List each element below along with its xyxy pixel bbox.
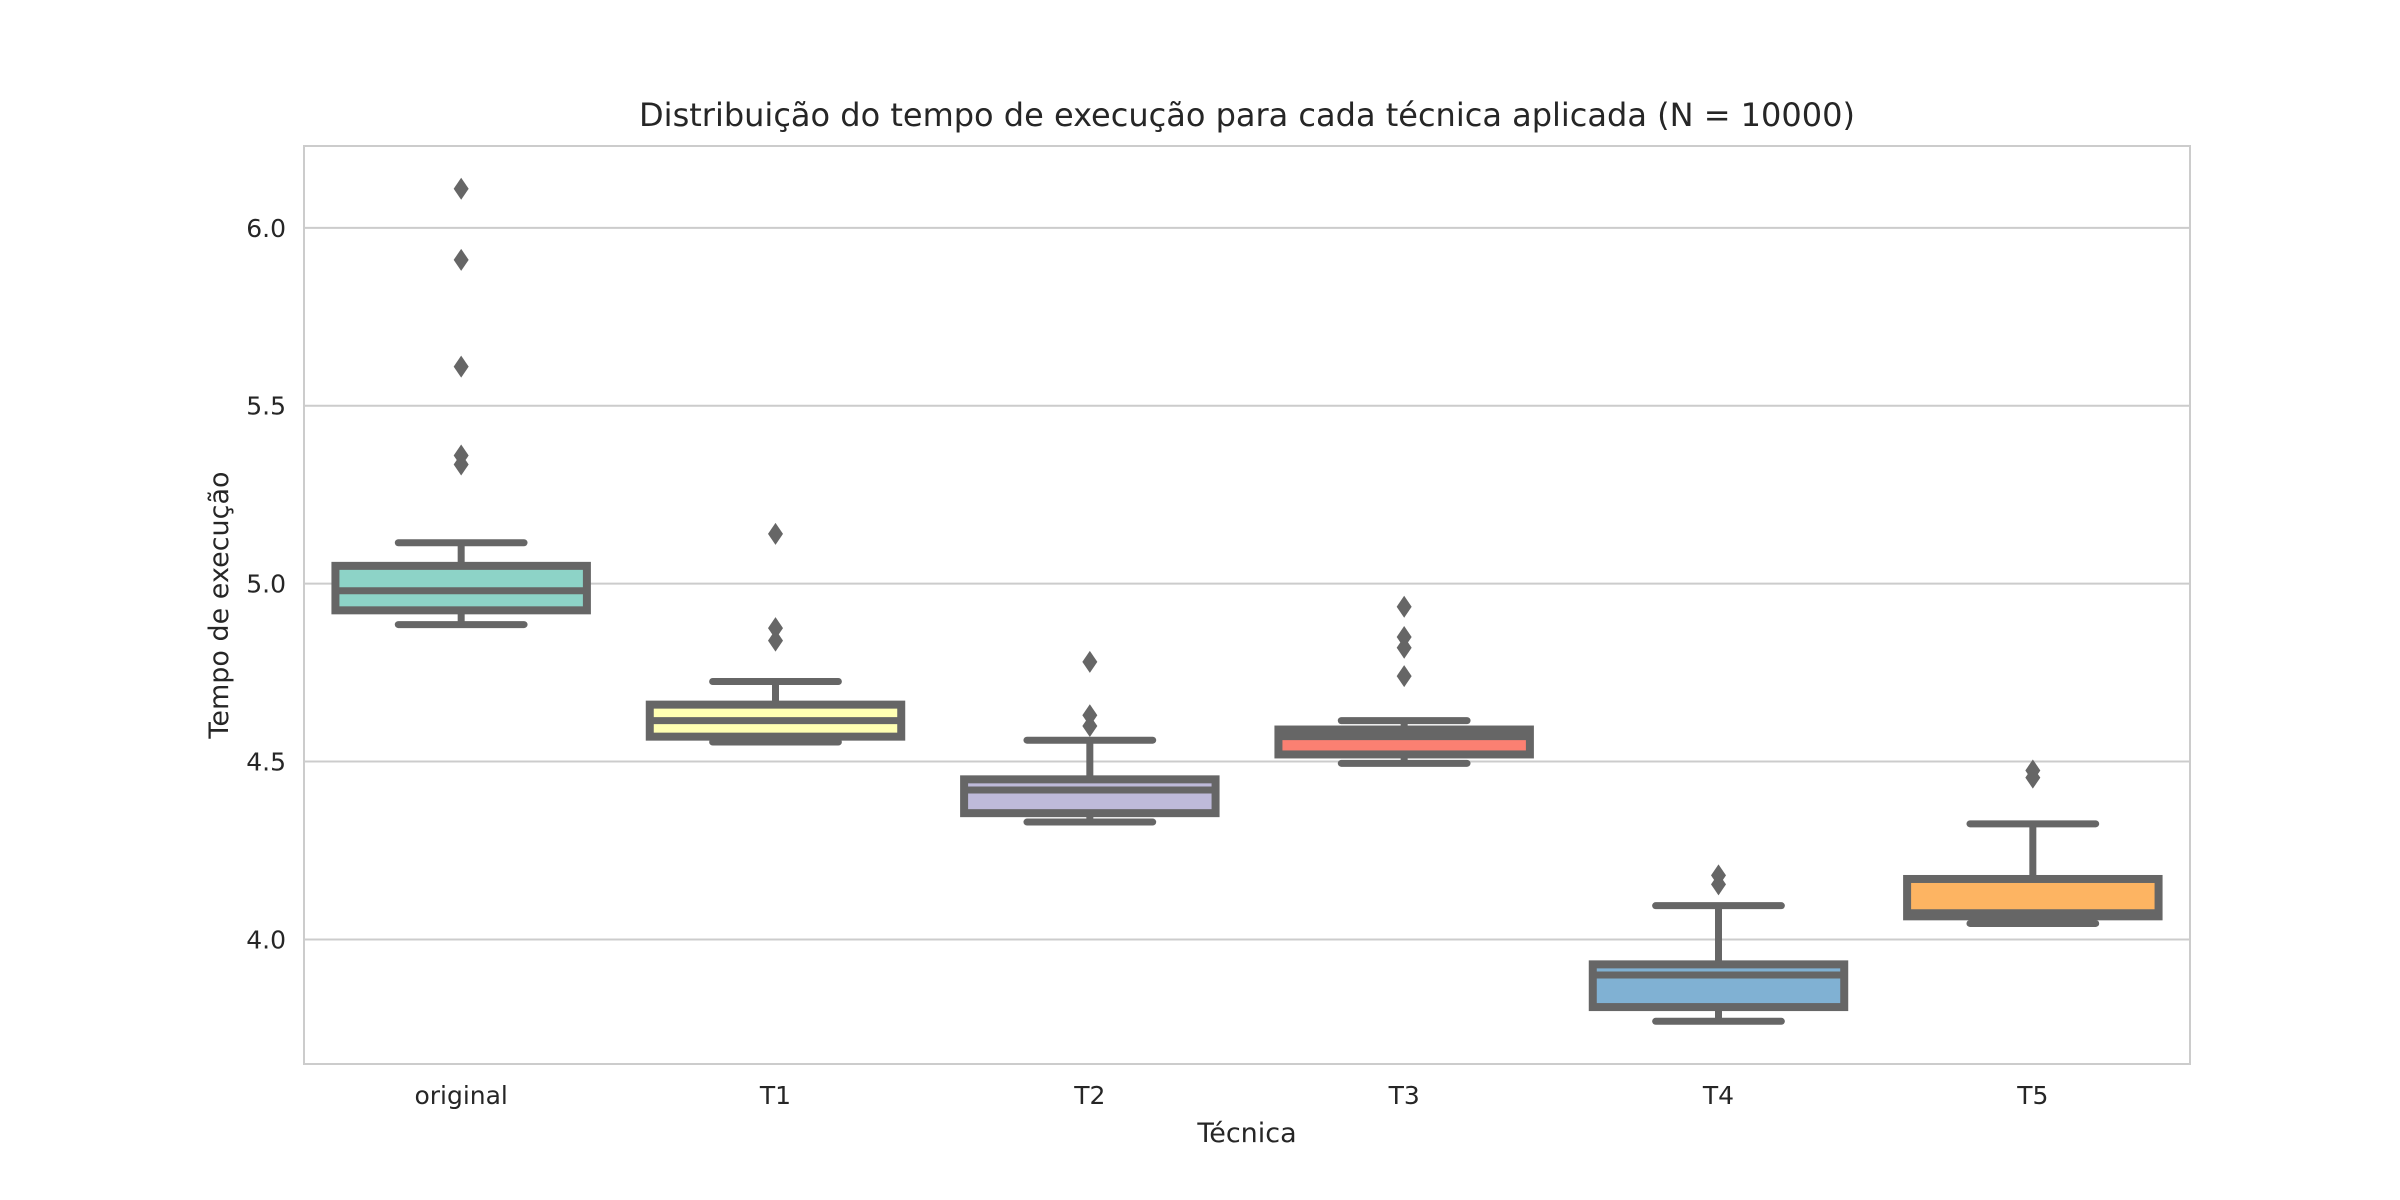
x-tick-label: T2 [1073,1081,1105,1110]
y-tick-label: 6.0 [246,214,286,243]
box-group-T3 [1278,596,1529,764]
box-group-T2 [964,651,1215,822]
boxes [335,178,2158,1022]
x-axis-label: Técnica [1196,1118,1296,1149]
outlier-point [454,356,469,378]
y-tick-label: 5.5 [246,392,286,421]
y-tick-label: 4.0 [246,925,286,954]
box-iqr [964,779,1215,813]
y-axis-ticks: 4.0 4.5 5.0 5.5 6.0 [246,214,286,955]
x-tick-label: T4 [1702,1081,1734,1110]
x-tick-label: original [414,1081,507,1110]
x-axis-ticks: original T1 T2 T3 T4 T5 [414,1081,2048,1110]
outlier-point [1082,651,1097,673]
outlier-point [768,630,783,652]
x-tick-label: T5 [2016,1081,2048,1110]
y-axis-label: Tempo de execução [204,471,235,739]
box-group-original [335,178,586,625]
y-tick-label: 5.0 [246,570,286,599]
box-group-T4 [1593,864,1844,1021]
box-iqr [1593,964,1844,1007]
outlier-point [1397,665,1412,687]
outlier-point [768,523,783,545]
box-group-T1 [650,523,901,742]
outlier-point [454,249,469,271]
outlier-point [1397,596,1412,618]
x-tick-label: T3 [1388,1081,1420,1110]
x-tick-label: T1 [759,1081,791,1110]
box-group-T5 [1907,759,2158,923]
chart-title: Distribuição do tempo de execução para c… [639,96,1855,134]
outlier-point [454,178,469,200]
y-tick-label: 4.5 [246,748,286,777]
